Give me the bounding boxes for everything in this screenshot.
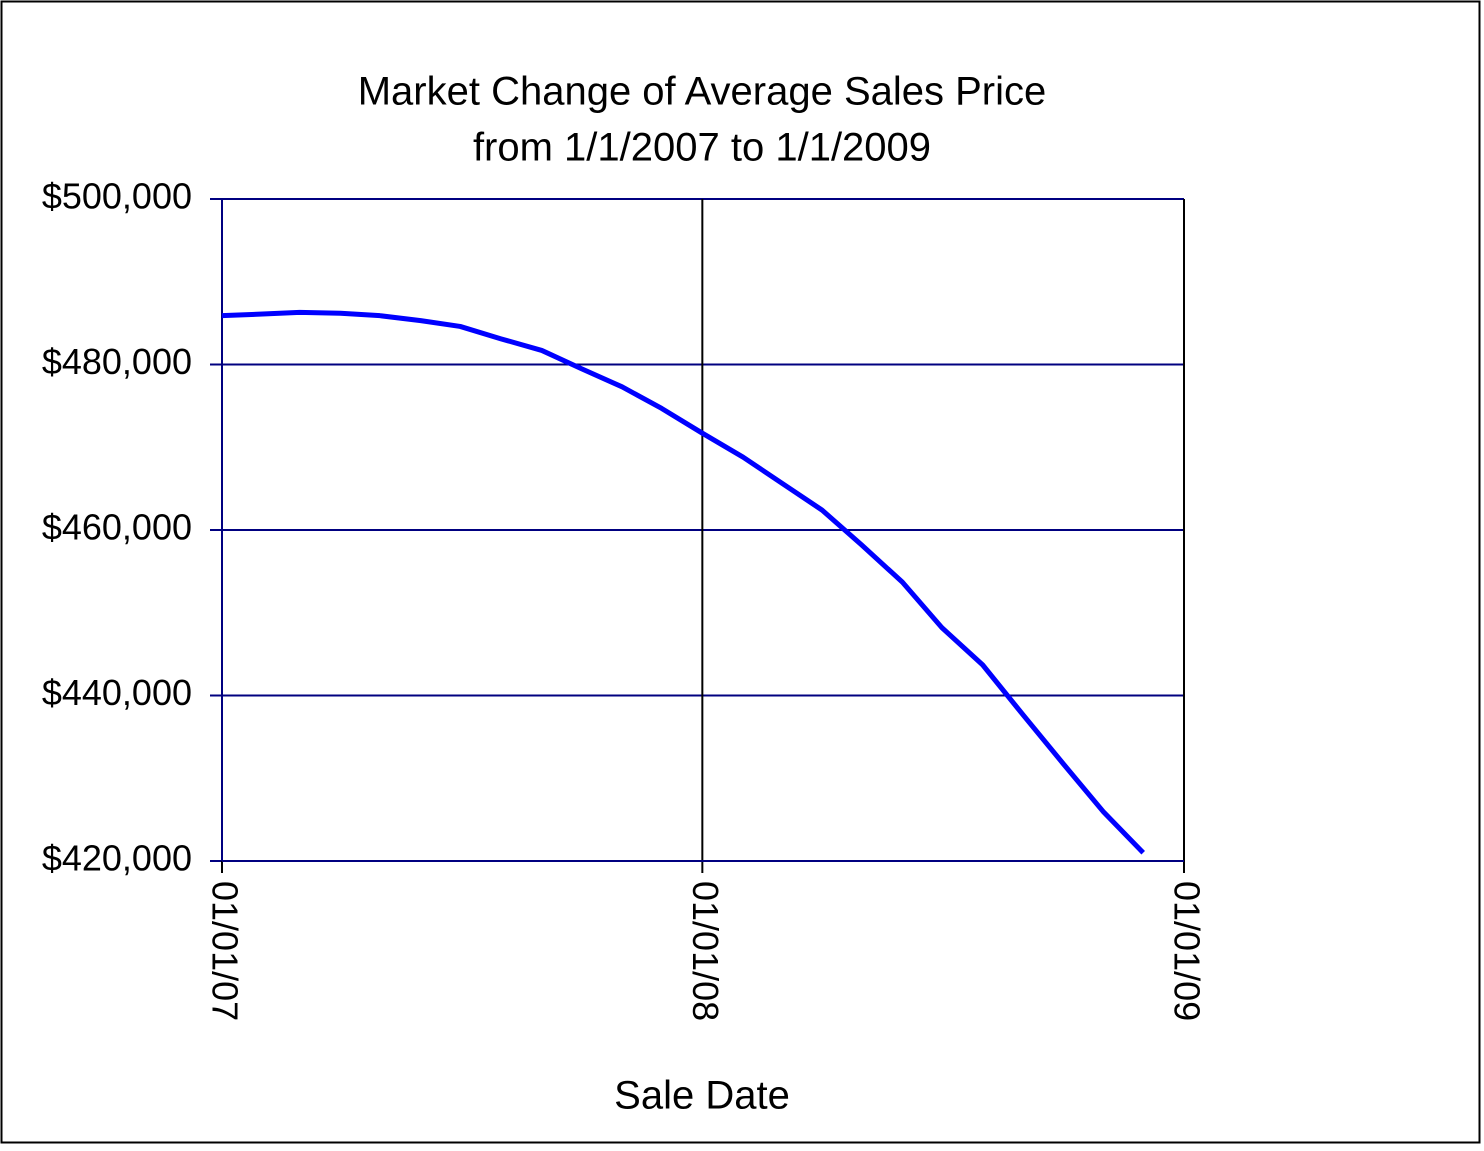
x-tick-label: 01/01/07	[204, 881, 245, 1021]
data-line	[221, 309, 1145, 855]
chart-subtitle: from 1/1/2007 to 1/1/2009	[473, 126, 931, 170]
y-tick-label: $460,000	[42, 507, 192, 548]
y-tick-label: $420,000	[42, 838, 192, 879]
y-tick-label: $480,000	[42, 341, 192, 382]
chart-title: Market Change of Average Sales Price	[358, 70, 1047, 114]
x-axis-label: Sale Date	[614, 1074, 790, 1118]
y-tick-label: $500,000	[42, 176, 192, 217]
x-tick-label: 01/01/09	[1166, 881, 1207, 1021]
x-tick-label: 01/01/08	[685, 881, 726, 1021]
y-tick-label: $440,000	[42, 672, 192, 713]
